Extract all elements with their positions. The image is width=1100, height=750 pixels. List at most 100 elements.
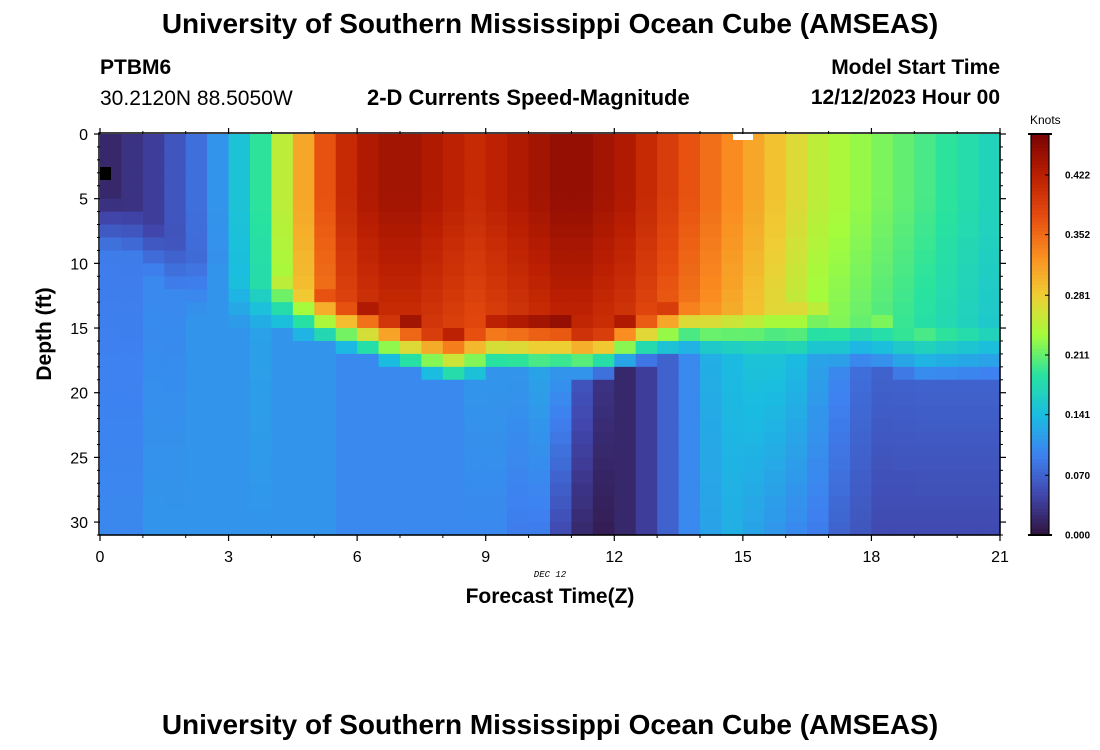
- heatmap-cell: [185, 276, 208, 290]
- colorbar-segment: [1031, 434, 1049, 439]
- heatmap-cell: [807, 353, 830, 368]
- heatmap-cell: [207, 431, 230, 446]
- colorbar-segment: [1031, 307, 1049, 312]
- heatmap-cell: [850, 405, 873, 420]
- y-tick-label: 25: [70, 450, 88, 467]
- heatmap-cell: [764, 250, 787, 264]
- heatmap-cell: [314, 276, 337, 290]
- plot-subtitle: 2-D Currents Speed-Magnitude: [367, 85, 690, 110]
- heatmap-cell: [764, 353, 787, 368]
- heatmap-cell: [592, 496, 615, 510]
- heatmap-cell: [635, 522, 658, 536]
- heatmap-cell: [721, 509, 744, 523]
- heatmap-cell: [100, 224, 123, 239]
- heatmap-cell: [678, 509, 701, 523]
- heatmap-cell: [464, 146, 487, 161]
- heatmap-cell: [250, 366, 273, 381]
- heatmap-cell: [507, 302, 530, 316]
- heatmap-cell: [592, 185, 615, 200]
- heatmap-cell: [614, 457, 637, 471]
- heatmap-cell: [700, 315, 723, 329]
- heatmap-cell: [614, 379, 637, 394]
- x-axis-title: Forecast Time(Z): [465, 585, 635, 608]
- colorbar-segment: [1031, 458, 1049, 463]
- colorbar-segment: [1031, 384, 1049, 389]
- heatmap-cell: [785, 134, 808, 148]
- heatmap-cell: [914, 470, 937, 484]
- heatmap-cell: [828, 496, 851, 510]
- heatmap-cell: [292, 276, 315, 290]
- heatmap-cell: [850, 276, 873, 290]
- heatmap-cell: [421, 289, 444, 303]
- heatmap-cell: [400, 172, 423, 187]
- heatmap-cell: [507, 159, 530, 174]
- colorbar-segment: [1031, 190, 1049, 195]
- heatmap-cell: [528, 134, 551, 148]
- heatmap-cell: [871, 237, 894, 252]
- heatmap-cell: [485, 146, 508, 161]
- heatmap-cell: [271, 263, 294, 277]
- heatmap-cell: [828, 444, 851, 458]
- heatmap-cell: [871, 198, 894, 213]
- heatmap-cell: [957, 146, 980, 161]
- heatmap-cell: [421, 185, 444, 200]
- heatmap-cell: [485, 172, 508, 187]
- heatmap-cell: [807, 172, 830, 187]
- heatmap-cell: [978, 276, 1001, 290]
- heatmap-cell: [485, 496, 508, 510]
- heatmap-cell: [378, 172, 401, 187]
- x-tick-label: 15: [734, 549, 752, 566]
- heatmap-cell: [700, 470, 723, 484]
- heatmap-cell: [850, 185, 873, 200]
- heatmap-cell: [892, 509, 915, 523]
- heatmap-cell: [785, 392, 808, 407]
- colorbar-segment: [1031, 250, 1049, 255]
- heatmap-cell: [978, 224, 1001, 239]
- heatmap-cell: [335, 470, 358, 484]
- heatmap-cell: [635, 134, 658, 148]
- heatmap-cell: [378, 431, 401, 446]
- heatmap-cell: [550, 224, 573, 239]
- heatmap-cell: [785, 315, 808, 329]
- colorbar-segment: [1031, 474, 1049, 479]
- heatmap-cell: [742, 276, 765, 290]
- heatmap-cell: [421, 522, 444, 536]
- heatmap-cell: [721, 340, 744, 355]
- heatmap-cell: [314, 483, 337, 497]
- heatmap-cell: [378, 211, 401, 226]
- heatmap-cell: [185, 522, 208, 536]
- heatmap-cell: [100, 509, 123, 523]
- heatmap-cell: [957, 470, 980, 484]
- heatmap-cell: [764, 315, 787, 329]
- heatmap-cell: [250, 302, 273, 316]
- heatmap-cell: [271, 392, 294, 407]
- heatmap-cell: [935, 289, 958, 303]
- heatmap-cell: [935, 457, 958, 471]
- heatmap-cell: [957, 289, 980, 303]
- colorbar-segment: [1031, 404, 1049, 409]
- colorbar-segment: [1031, 230, 1049, 235]
- heatmap-cell: [442, 509, 465, 523]
- heatmap-cell: [935, 444, 958, 458]
- heatmap-cell: [935, 509, 958, 523]
- heatmap-cell: [250, 509, 273, 523]
- heatmap-cell: [978, 470, 1001, 484]
- heatmap-cell: [871, 405, 894, 420]
- heatmap-cell: [742, 340, 765, 355]
- heatmap-cell: [914, 263, 937, 277]
- heatmap-cell: [657, 340, 680, 355]
- heatmap-cell: [935, 159, 958, 174]
- heatmap-cell: [464, 379, 487, 394]
- heatmap-cell: [228, 509, 251, 523]
- heatmap-cell: [550, 509, 573, 523]
- heatmap-cell: [678, 470, 701, 484]
- heatmap-cell: [550, 457, 573, 471]
- heatmap-cell: [485, 483, 508, 497]
- heatmap-cell: [121, 457, 144, 471]
- heatmap-cell: [571, 405, 594, 420]
- heatmap-cell: [142, 289, 165, 303]
- heatmap-cell: [507, 263, 530, 277]
- heatmap-cell: [785, 496, 808, 510]
- heatmap-cell: [807, 198, 830, 213]
- colorbar-segment: [1031, 210, 1049, 215]
